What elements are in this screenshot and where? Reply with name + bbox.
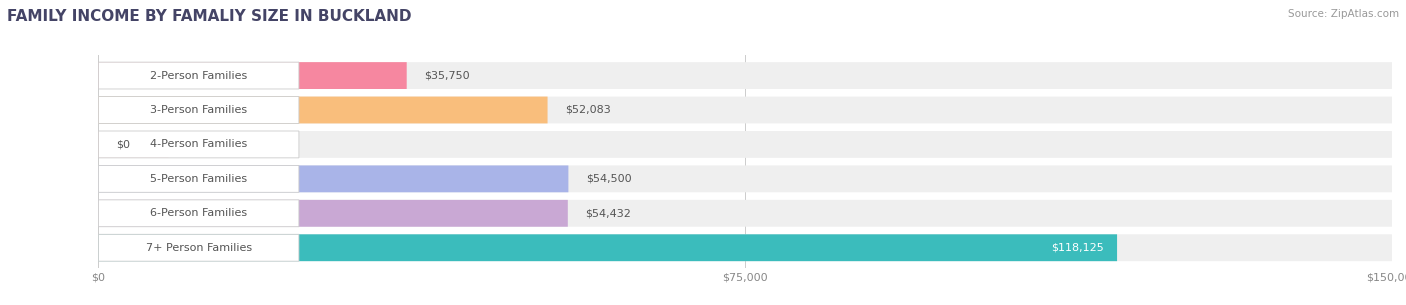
Text: $35,750: $35,750: [425, 70, 470, 81]
FancyBboxPatch shape: [98, 62, 1392, 89]
FancyBboxPatch shape: [98, 200, 299, 227]
Text: $0: $0: [115, 139, 129, 149]
FancyBboxPatch shape: [98, 200, 568, 227]
FancyBboxPatch shape: [98, 131, 1392, 158]
FancyBboxPatch shape: [98, 97, 547, 124]
Text: Source: ZipAtlas.com: Source: ZipAtlas.com: [1288, 9, 1399, 19]
FancyBboxPatch shape: [98, 165, 1392, 192]
FancyBboxPatch shape: [98, 165, 299, 192]
Text: 6-Person Families: 6-Person Families: [150, 208, 247, 218]
Text: 2-Person Families: 2-Person Families: [150, 70, 247, 81]
Text: 3-Person Families: 3-Person Families: [150, 105, 247, 115]
FancyBboxPatch shape: [98, 62, 299, 89]
FancyBboxPatch shape: [98, 131, 169, 158]
Text: 4-Person Families: 4-Person Families: [150, 139, 247, 149]
FancyBboxPatch shape: [98, 131, 299, 158]
Text: 7+ Person Families: 7+ Person Families: [146, 243, 252, 253]
FancyBboxPatch shape: [98, 165, 568, 192]
Text: FAMILY INCOME BY FAMALIY SIZE IN BUCKLAND: FAMILY INCOME BY FAMALIY SIZE IN BUCKLAN…: [7, 9, 412, 24]
FancyBboxPatch shape: [98, 234, 1392, 261]
Text: $54,500: $54,500: [586, 174, 631, 184]
Text: 5-Person Families: 5-Person Families: [150, 174, 247, 184]
FancyBboxPatch shape: [98, 97, 299, 124]
FancyBboxPatch shape: [98, 200, 1392, 227]
Text: $52,083: $52,083: [565, 105, 610, 115]
FancyBboxPatch shape: [98, 234, 299, 261]
FancyBboxPatch shape: [98, 234, 1118, 261]
FancyBboxPatch shape: [98, 62, 406, 89]
FancyBboxPatch shape: [98, 97, 1392, 124]
Text: $54,432: $54,432: [585, 208, 631, 218]
Text: $118,125: $118,125: [1052, 243, 1104, 253]
